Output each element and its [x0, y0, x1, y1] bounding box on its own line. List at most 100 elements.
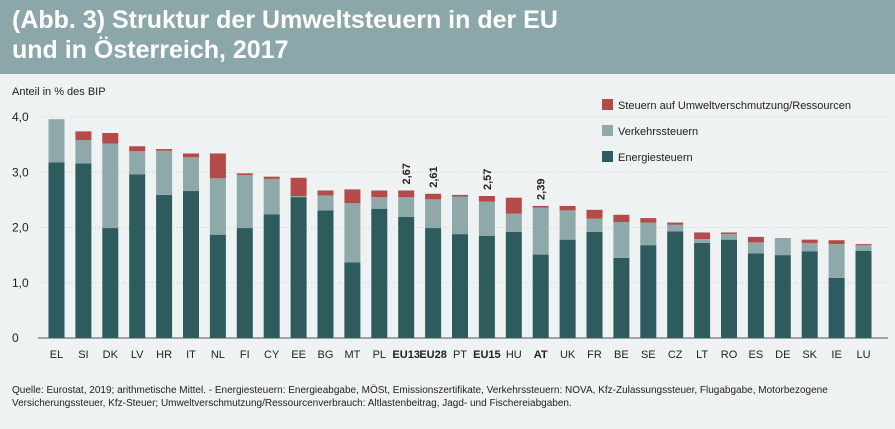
bar-pollution: [828, 240, 845, 245]
bar-transport: [505, 213, 522, 232]
footnote-line-2: Versicherungssteuer, Kfz-Steuer; Umweltv…: [12, 398, 572, 409]
x-tick-label: FI: [240, 349, 250, 361]
x-tick-label: EL: [50, 349, 63, 361]
bar-transport: [828, 244, 845, 278]
bar-energy: [263, 214, 280, 338]
x-tick-label: BE: [614, 349, 629, 361]
x-tick-label: SI: [78, 349, 88, 361]
bar-energy: [344, 262, 361, 338]
x-tick-label: CY: [264, 349, 280, 361]
bar-energy: [694, 242, 711, 338]
stacked-bar-chart: Anteil in % des BIP 0 1,0 2,0 3,0 4,0 EL SI DK LV…: [12, 86, 888, 361]
x-tick-label: AT: [534, 349, 548, 361]
data-label: 2,57: [482, 169, 494, 190]
bar-pollution: [613, 214, 630, 222]
bar-energy: [559, 239, 576, 338]
bar-energy: [721, 239, 737, 338]
bar-transport: [532, 207, 549, 255]
bar-pollution: [263, 176, 280, 179]
bar-transport: [48, 119, 65, 163]
x-tick-label: LT: [696, 349, 708, 361]
y-tick-label: 3,0: [12, 165, 29, 179]
bar-energy: [48, 162, 65, 338]
bar-pollution: [102, 133, 119, 144]
bar-energy: [75, 163, 92, 338]
legend-energy-label: Energiesteuern: [618, 152, 693, 164]
bar-transport: [452, 196, 468, 235]
bar-pollution: [640, 218, 657, 223]
bar-energy: [129, 174, 146, 338]
bar-energy: [774, 255, 791, 338]
chart-title-line-1: (Abb. 3) Struktur der Umweltsteuern in d…: [12, 6, 558, 34]
bar-transport: [425, 199, 442, 229]
x-tick-label: DK: [103, 349, 119, 361]
bar-energy: [317, 210, 334, 338]
bar-transport: [774, 237, 791, 256]
bar-transport: [667, 224, 684, 232]
bar-transport: [236, 175, 253, 229]
y-axis-label: Anteil in % des BIP: [12, 86, 106, 98]
y-tick-label: 2,0: [12, 221, 29, 235]
x-tick-label: LU: [856, 349, 870, 361]
bar-pollution: [667, 222, 684, 225]
bar-pollution: [855, 244, 872, 246]
bar-transport: [613, 221, 630, 258]
bar-pollution: [478, 196, 495, 202]
bar-pollution: [236, 173, 253, 176]
bar-pollution: [532, 205, 549, 208]
source-footnote: Quelle: Eurostat, 2019; arithmetische Mi…: [12, 384, 887, 410]
bar-energy: [183, 191, 199, 338]
bar-energy: [532, 254, 549, 338]
x-tick-label: DE: [775, 349, 790, 361]
bar-transport: [290, 196, 307, 198]
legend-transport-swatch: [602, 125, 613, 136]
x-tick-label: SE: [641, 349, 656, 361]
bar-transport: [559, 210, 576, 240]
bar-energy: [102, 228, 119, 338]
bar-transport: [102, 143, 119, 229]
x-tick-label: HU: [506, 349, 522, 361]
bar-transport: [721, 234, 737, 240]
x-tick-label: FR: [587, 349, 602, 361]
x-tick-label: PL: [373, 349, 386, 361]
y-tick-label: 1,0: [12, 276, 29, 290]
bar-pollution: [317, 190, 334, 196]
x-tick-label: UK: [560, 349, 576, 361]
bar-energy: [425, 228, 442, 338]
bar-pollution: [747, 236, 764, 243]
bar-transport: [183, 157, 199, 192]
bar-energy: [452, 234, 468, 338]
x-tick-label: EU13: [392, 349, 420, 361]
bar-pollution: [290, 177, 307, 197]
bar-energy: [371, 208, 388, 338]
data-label: 2,39: [536, 179, 548, 200]
bar-pollution: [398, 190, 415, 198]
x-tick-label: PT: [453, 349, 467, 361]
bar-pollution: [156, 149, 173, 151]
bar-pollution: [371, 190, 388, 198]
bar-pollution: [209, 153, 226, 179]
bar-energy: [586, 231, 603, 338]
x-tick-label: SK: [802, 349, 817, 361]
bar-pollution: [694, 232, 711, 240]
bar-energy: [828, 277, 845, 338]
bar-energy: [505, 231, 522, 338]
bar-transport: [694, 239, 711, 243]
data-label: 2,61: [428, 166, 440, 187]
bar-energy: [398, 217, 415, 338]
bar-pollution: [344, 189, 361, 204]
bar-transport: [263, 178, 280, 215]
bar-energy: [209, 234, 226, 338]
bar-pollution: [801, 239, 818, 243]
x-tick-label: HR: [156, 349, 172, 361]
bar-pollution: [425, 193, 442, 200]
bar-transport: [586, 218, 603, 232]
chart-title: (Abb. 3) Struktur der Umweltsteuern in d…: [12, 5, 882, 65]
bar-pollution: [559, 205, 576, 211]
chart-title-line-2: und in Österreich, 2017: [12, 36, 289, 64]
bar-energy: [640, 245, 657, 338]
bar-pollution: [129, 146, 146, 152]
y-tick-label: 4,0: [12, 110, 29, 124]
x-tick-label: MT: [344, 349, 360, 361]
bar-energy: [236, 228, 253, 338]
